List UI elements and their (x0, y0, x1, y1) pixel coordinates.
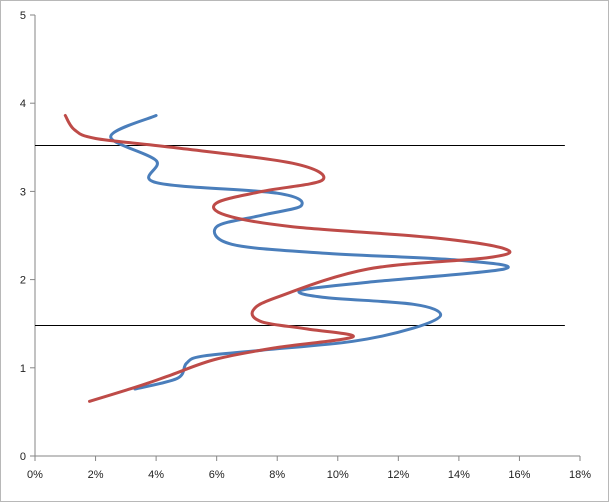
series-line-1 (109, 114, 510, 391)
x-tick-label: 16% (508, 469, 530, 481)
tick-labels: 0 1 2 3 4 5 0% 2% 4% 6% 8% 10% 12% 14% 16% 18% (20, 10, 591, 481)
series-line-2 (63, 114, 512, 403)
x-tick-label: 4% (148, 469, 164, 481)
x-tick-label: 0% (27, 469, 43, 481)
x-tick-label: 8% (269, 469, 285, 481)
y-tick-label: 2 (20, 275, 26, 287)
x-tick-label: 18% (569, 469, 591, 481)
y-tick-label: 5 (20, 10, 26, 22)
reference-lines (35, 145, 565, 326)
x-tick-label: 12% (387, 469, 409, 481)
x-tick-label: 14% (448, 469, 470, 481)
y-tick-label: 3 (20, 186, 26, 198)
axes (30, 14, 581, 461)
y-tick-label: 1 (20, 363, 26, 375)
series-layer (63, 114, 512, 403)
x-tick-label: 2% (88, 469, 104, 481)
x-tick-label: 10% (327, 469, 349, 481)
y-tick-label: 0 (20, 451, 26, 463)
x-tick-label: 6% (209, 469, 225, 481)
y-tick-label: 4 (20, 98, 26, 110)
